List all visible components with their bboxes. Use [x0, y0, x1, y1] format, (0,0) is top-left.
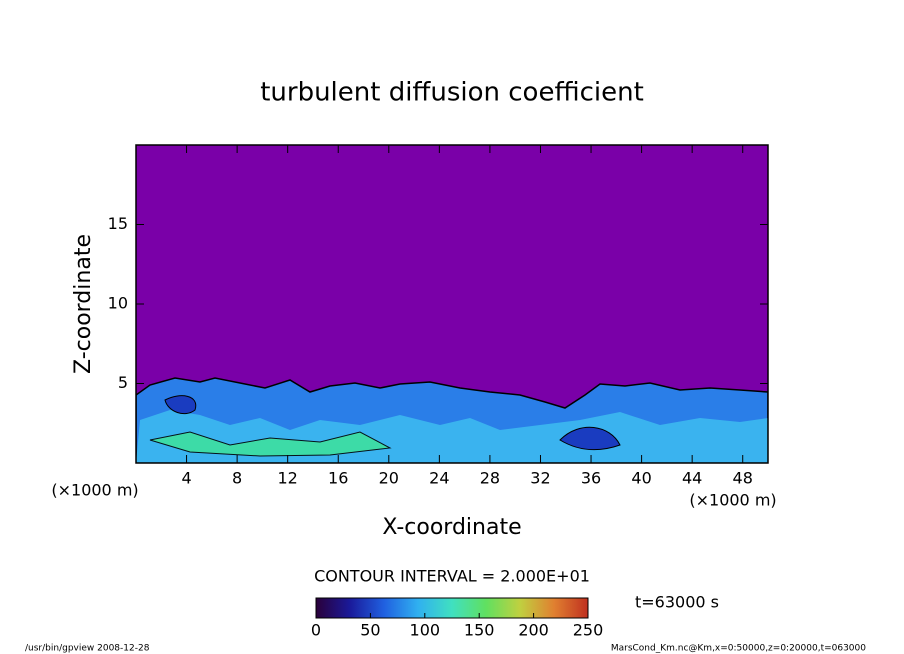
- x-tick-label: 20: [379, 469, 399, 488]
- y-axis-label: Z-coordinate: [71, 234, 96, 374]
- colorbar: [315, 597, 589, 619]
- time-label: t=63000 s: [635, 593, 719, 612]
- footer-left: /usr/bin/gpview 2008-12-28: [25, 644, 150, 654]
- x-tick-label: 28: [480, 469, 500, 488]
- y-tick-label: 15: [108, 214, 128, 233]
- colorbar-tick-label: 250: [573, 621, 604, 640]
- colorbar-tick-label: 100: [410, 621, 441, 640]
- x-axis-label: X-coordinate: [382, 515, 521, 540]
- x-tick-label: 36: [581, 469, 601, 488]
- y-tick-label: 10: [108, 294, 128, 313]
- x-tick-label: 16: [328, 469, 348, 488]
- y-tick-label: 5: [118, 373, 128, 392]
- footer-right: MarsCond_Km.nc@Km,x=0:50000,z=0:20000,t=…: [611, 644, 866, 654]
- colorbar-tick-label: 50: [360, 621, 380, 640]
- x-unit-left: (×1000 m): [51, 481, 138, 500]
- colorbar-tick-label: 0: [311, 621, 321, 640]
- contour-interval: CONTOUR INTERVAL = 2.000E+01: [314, 567, 590, 586]
- x-tick-label: 8: [232, 469, 242, 488]
- x-tick-label: 48: [733, 469, 753, 488]
- field-decoration: [136, 377, 768, 463]
- chart-title: turbulent diffusion coefficient: [260, 78, 644, 108]
- colorbar-tick-label: 150: [464, 621, 495, 640]
- x-tick-label: 12: [278, 469, 298, 488]
- x-tick-label: 24: [429, 469, 449, 488]
- x-tick-label: 4: [181, 469, 191, 488]
- x-unit-right: (×1000 m): [689, 491, 776, 510]
- colorbar-tick-label: 200: [518, 621, 549, 640]
- x-tick-label: 32: [530, 469, 550, 488]
- x-tick-label: 44: [682, 469, 702, 488]
- x-tick-label: 40: [631, 469, 651, 488]
